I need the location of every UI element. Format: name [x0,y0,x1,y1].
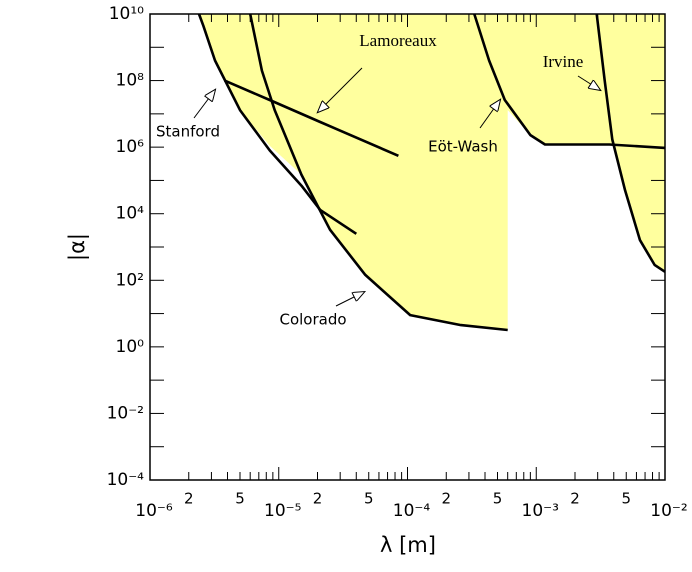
x-tick-label: 10⁻⁵ [264,501,301,521]
x-tick-label: 5 [493,490,503,508]
x-tick-label: 5 [364,490,374,508]
x-tick-label: 10⁻⁴ [393,501,431,521]
annotation: Stanford [156,123,220,141]
y-tick-label: 10⁶ [116,137,145,157]
arrow [193,90,215,119]
x-tick-label: 5 [235,490,245,508]
x-tick-label: 10⁻³ [522,501,559,521]
y-tick-label: 10⁻⁴ [107,470,145,490]
y-tick-label: 10⁻² [107,403,144,423]
series-line [595,13,666,273]
arrow [335,292,364,307]
annotation: Eöt-Wash [428,138,498,156]
x-axis-label: λ [m] [380,533,436,557]
x-tick-label: 2 [313,490,323,508]
y-tick-label: 10¹⁰ [109,4,144,24]
x-tick-label: 10⁻² [650,501,687,521]
excluded-region [615,144,665,272]
annotation: Irvine [543,52,584,71]
y-tick-label: 10⁴ [116,204,145,224]
annotation: Lamoreaux [359,31,437,50]
series-line [224,79,399,157]
annotation: Colorado [279,311,346,329]
arrow [577,75,600,90]
y-tick-label: 10⁰ [116,337,145,357]
y-axis-label: |α| [65,233,90,261]
annotation-arrows [193,67,600,307]
x-tick-label: 2 [441,490,451,508]
y-tick-label: 10⁸ [116,71,145,91]
ticks: 10⁻⁶ 2 5 10⁻⁵ 2 5 10⁻⁴ 2 5 10⁻³ 2 5 10⁻² 10¹⁰ 10⁸ 10⁶ 10… [107,4,688,521]
plot-frame [149,13,666,481]
y-tick-label: 10² [116,270,144,290]
series-line [248,13,508,332]
regions [199,14,665,330]
x-tick-label: 2 [570,490,580,508]
x-tick-label: 2 [184,490,194,508]
arrow [479,100,500,129]
series-line [473,13,666,150]
x-tick-label: 5 [621,490,631,508]
arrow [318,67,363,112]
excluded-region [199,14,665,330]
x-tick-label: 10⁻⁶ [135,501,173,521]
lines [197,13,666,332]
